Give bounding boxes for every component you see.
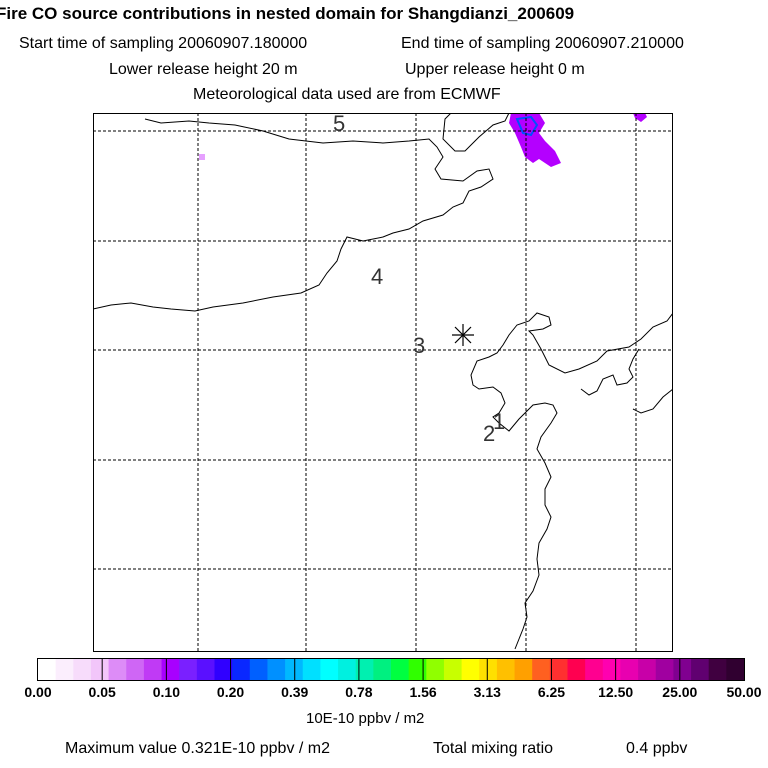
region-label-5: 5 — [333, 113, 345, 136]
colorbar-tick-label: 0.10 — [152, 684, 180, 700]
colorbar-cell — [267, 659, 286, 680]
plot-title: Fire CO source contributions in nested d… — [0, 4, 575, 23]
colorbar-cell — [496, 659, 516, 680]
region-label-1: 1 — [493, 409, 505, 434]
map-grid — [93, 113, 673, 652]
colorbar-cell — [249, 659, 268, 680]
colorbar-cell — [673, 659, 692, 680]
colorbar-cell — [408, 659, 427, 680]
colorbar-cell — [373, 659, 392, 680]
plume-cell-light — [199, 154, 205, 160]
colorbar-cell — [232, 659, 251, 680]
colorbar-tick-label: 0.20 — [216, 684, 245, 700]
meteorological-data-source: Meteorological data used are from ECMWF — [193, 86, 501, 103]
colorbar-frame — [37, 658, 745, 681]
colorbar-cell — [585, 659, 604, 680]
colorbar-cell — [55, 659, 74, 680]
colorbar-cell — [638, 659, 657, 680]
plume-cell-outline — [515, 115, 539, 137]
sampling-end-time: End time of sampling 20060907.210000 — [401, 35, 684, 52]
colorbar-cell — [602, 659, 621, 680]
colorbar-tick-label: 50.00 — [726, 684, 762, 700]
plume-cell-edge — [633, 113, 647, 122]
colorbar-dividers — [101, 659, 681, 680]
total-mixing-ratio-value: 0.4 ppbv — [626, 740, 688, 757]
colorbar-tick-label: 6.25 — [537, 684, 566, 700]
colorbar-cell — [179, 659, 198, 680]
colorbar-cell — [90, 659, 110, 680]
colorbar-cell — [391, 659, 410, 680]
region-label-3: 3 — [413, 333, 425, 358]
colorbar-cell — [338, 659, 357, 680]
total-mixing-ratio-label: Total mixing ratio — [433, 740, 554, 757]
colorbar-cell — [532, 659, 551, 680]
colorbar-tick-label: 1.56 — [409, 684, 437, 700]
region-label-2: 2 — [483, 421, 495, 446]
map-frame — [93, 113, 673, 652]
colorbar-cell — [479, 659, 498, 680]
region-labels: 5 4 3 2 1 — [333, 113, 505, 446]
colorbar-cell — [161, 659, 180, 680]
colorbar-tick-label: 25.00 — [662, 684, 698, 700]
maximum-value: Maximum value 0.321E-10 ppbv / m2 — [65, 740, 331, 757]
colorbar-cell — [38, 659, 57, 680]
map-canvas: 5 4 3 2 1 — [93, 113, 673, 652]
colorbar-cell — [708, 659, 727, 680]
colorbar-tick-label: 0.05 — [88, 684, 116, 700]
colorbar-cell — [726, 659, 745, 680]
colorbar-cell — [691, 659, 710, 680]
colorbar-cell — [108, 659, 127, 680]
colorbar — [37, 658, 745, 681]
colorbar-cell — [443, 659, 463, 680]
colorbar-cell — [196, 659, 215, 680]
colorbar-cell — [514, 659, 533, 680]
colorbar-cell — [426, 659, 445, 680]
colorbar-cell — [302, 659, 321, 680]
colorbar-tick-label: 12.50 — [598, 684, 634, 700]
sampling-start-time: Start time of sampling 20060907.180000 — [19, 35, 308, 52]
colorbar-cell — [355, 659, 374, 680]
colorbar-tick-label: 0.39 — [281, 684, 309, 700]
plume-cell-main — [509, 113, 561, 167]
upper-release-height: Upper release height 0 m — [405, 61, 585, 78]
colorbar-tick-label: 0.78 — [345, 684, 373, 700]
colorbar-cell — [126, 659, 145, 680]
colorbar-cell — [655, 659, 674, 680]
colorbar-units: 10E-10 ppbv / m2 — [306, 710, 425, 727]
colorbar-cell — [214, 659, 233, 680]
colorbar-cell — [461, 659, 480, 680]
colorbar-cell — [549, 659, 568, 680]
region-label-4: 4 — [371, 264, 383, 289]
colorbar-cell — [320, 659, 339, 680]
lower-release-height: Lower release height 20 m — [109, 61, 298, 78]
colorbar-cell — [285, 659, 304, 680]
plume-area — [199, 113, 647, 167]
colorbar-cell — [567, 659, 586, 680]
colorbar-tick-label: 3.13 — [473, 684, 501, 700]
colorbar-cell — [143, 659, 163, 680]
colorbar-cell — [73, 659, 92, 680]
coastline-outline — [93, 113, 673, 650]
colorbar-cells — [38, 659, 745, 680]
colorbar-cell — [620, 659, 639, 680]
colorbar-tick-label: 0.00 — [24, 684, 52, 700]
map-panel: 5 4 3 2 1 — [93, 113, 673, 652]
receptor-star-icon — [452, 324, 474, 346]
